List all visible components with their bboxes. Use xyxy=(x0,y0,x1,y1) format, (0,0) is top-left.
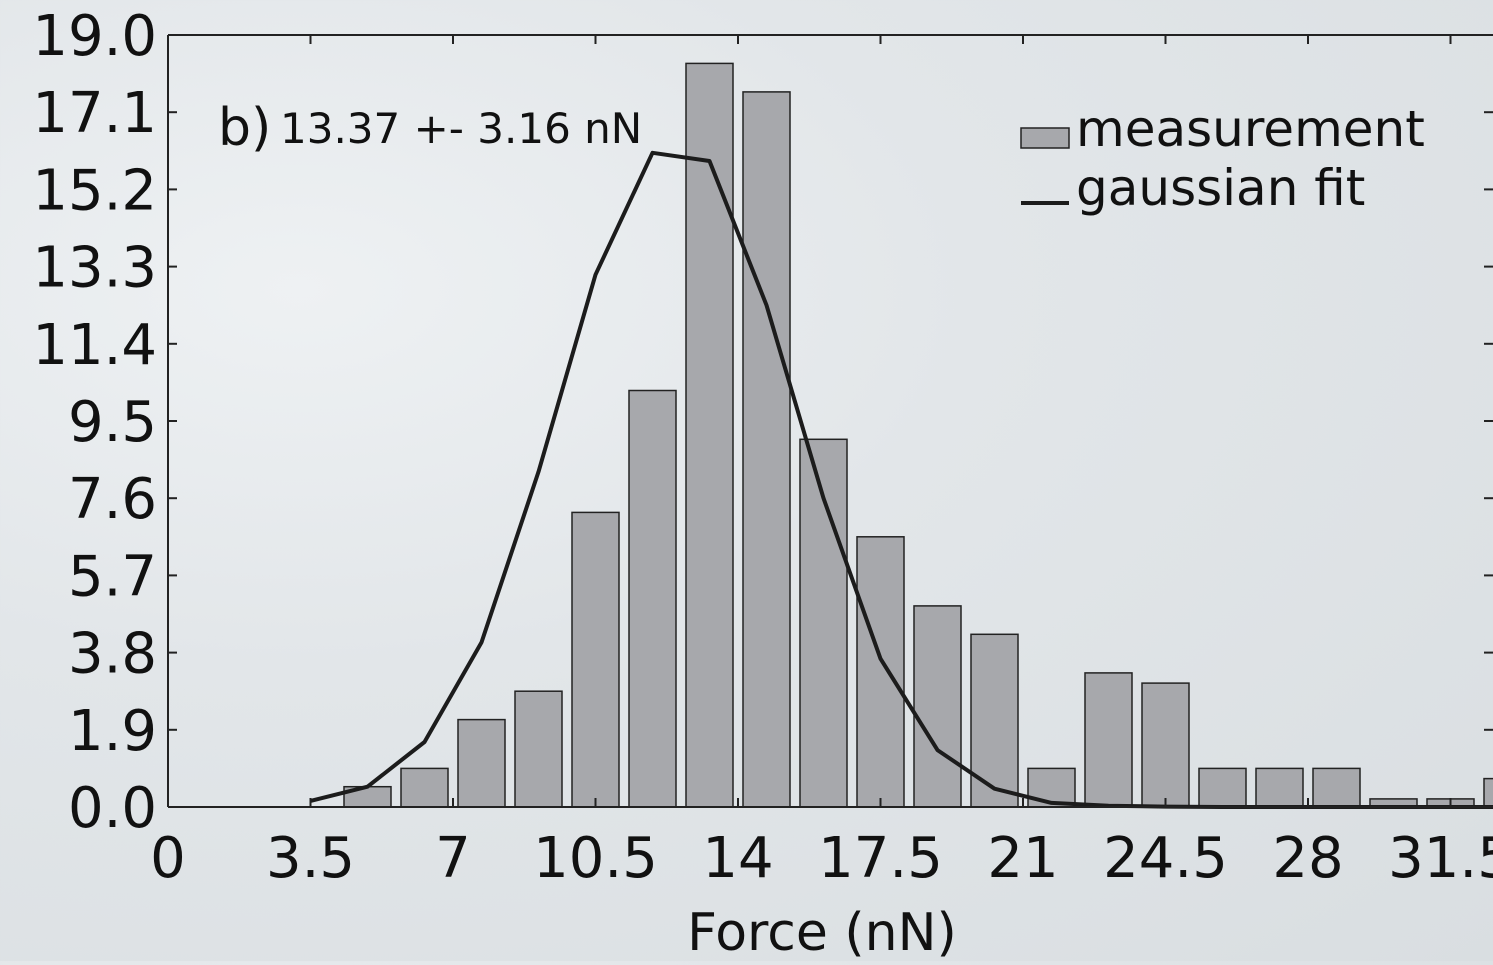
panel-label: b) xyxy=(218,98,271,158)
x-tick-label: 17.5 xyxy=(818,826,943,891)
y-tick-label: 9.5 xyxy=(68,390,157,455)
bar xyxy=(458,720,505,807)
bar xyxy=(1313,768,1360,807)
x-tick-label: 14 xyxy=(702,826,773,891)
y-tick-label: 19.0 xyxy=(32,4,157,69)
y-tick-label: 17.1 xyxy=(32,81,157,146)
y-tick-label: 15.2 xyxy=(32,158,157,223)
bar xyxy=(1085,673,1132,807)
x-tick-label: 28 xyxy=(1272,826,1343,891)
legend-label-gaussian-fit: gaussian fit xyxy=(1076,159,1365,217)
y-tick-label: 0.0 xyxy=(68,776,157,841)
bar xyxy=(971,634,1018,807)
x-tick-label: 3.5 xyxy=(266,826,355,891)
x-tick-label: 21 xyxy=(987,826,1058,891)
legend: measurement gaussian fit xyxy=(1021,100,1425,217)
legend-label-measurement: measurement xyxy=(1076,100,1425,158)
bar xyxy=(629,391,676,808)
y-tick-label: 13.3 xyxy=(32,236,157,301)
x-axis-label: Force (nN) xyxy=(687,903,957,961)
bar xyxy=(1199,768,1246,807)
bar xyxy=(1484,779,1493,807)
y-tick-label: 1.9 xyxy=(68,699,157,764)
x-tick-label: 10.5 xyxy=(533,826,658,891)
y-tick-label: 7.6 xyxy=(68,467,157,532)
x-tick-label: 24.5 xyxy=(1103,826,1228,891)
y-tick-label: 5.7 xyxy=(68,544,157,609)
x-tick-label: 7 xyxy=(435,826,471,891)
bar xyxy=(914,606,961,807)
bar xyxy=(401,768,448,807)
bar xyxy=(857,537,904,807)
fit-annotation: 13.37 +- 3.16 nN xyxy=(280,104,642,153)
y-tick-label: 3.8 xyxy=(68,622,157,687)
bar xyxy=(572,512,619,807)
bar xyxy=(1142,683,1189,807)
x-tick-label: 31.5 xyxy=(1388,826,1493,891)
bar xyxy=(743,92,790,807)
bar xyxy=(1256,768,1303,807)
legend-swatch-measurement xyxy=(1021,128,1069,148)
x-tick-label: 0 xyxy=(150,826,186,891)
y-tick-label: 11.4 xyxy=(32,313,157,378)
bar xyxy=(515,691,562,807)
bar xyxy=(686,63,733,807)
